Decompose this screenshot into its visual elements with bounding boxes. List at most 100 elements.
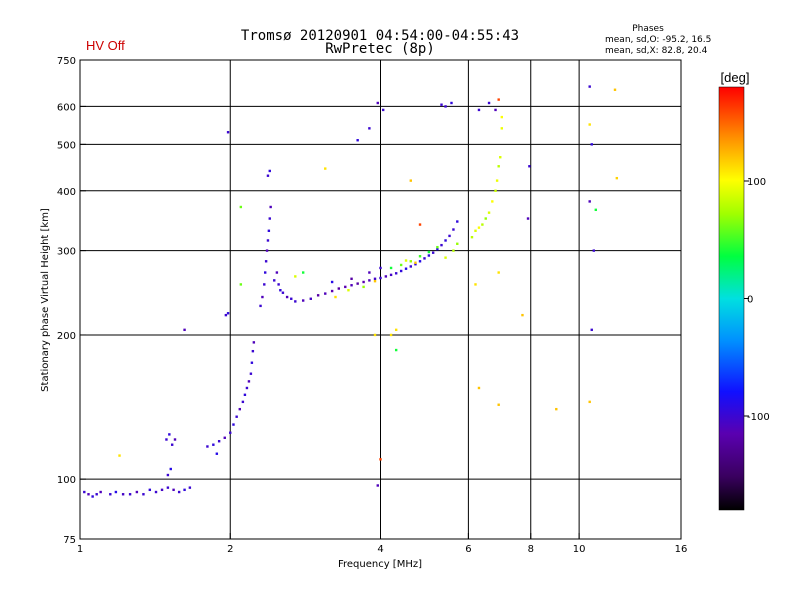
- data-point: [154, 490, 158, 494]
- data-point: [337, 287, 341, 290]
- data-point: [594, 208, 598, 212]
- data-point: [266, 239, 270, 242]
- data-point: [118, 454, 121, 457]
- data-point: [526, 217, 530, 220]
- data-point: [215, 452, 219, 455]
- y-tick-label: 200: [57, 331, 76, 342]
- data-point: [379, 276, 382, 280]
- data-point: [394, 272, 398, 275]
- data-point: [497, 403, 500, 406]
- data-point: [376, 484, 379, 487]
- data-point: [232, 423, 235, 426]
- y-tick-label: 400: [57, 187, 76, 198]
- data-point: [165, 438, 168, 441]
- data-point: [500, 115, 504, 119]
- x-tick-label: 10: [573, 544, 586, 555]
- data-point: [423, 257, 426, 260]
- data-point: [487, 211, 491, 214]
- data-point: [368, 279, 371, 282]
- data-point: [224, 313, 228, 317]
- data-point: [494, 189, 497, 192]
- data-point: [250, 361, 254, 364]
- data-point: [528, 165, 531, 168]
- data-point: [409, 265, 412, 268]
- y-tick-label: 300: [57, 247, 76, 258]
- data-point: [350, 284, 353, 287]
- data-point: [251, 349, 255, 353]
- data-point: [324, 292, 327, 295]
- data-point: [263, 283, 266, 286]
- x-tick-label: 16: [675, 544, 688, 555]
- x-tick-label: 2: [227, 544, 233, 555]
- data-point: [615, 176, 619, 180]
- data-point: [481, 223, 484, 226]
- data-point: [350, 277, 353, 280]
- data-point: [166, 486, 170, 489]
- data-point: [376, 101, 379, 105]
- data-point: [265, 249, 269, 252]
- grid-lines: [80, 60, 681, 539]
- hv-status-label: HV Off: [86, 38, 125, 53]
- data-point: [290, 297, 293, 300]
- y-tick-label: 750: [57, 56, 76, 67]
- data-point: [344, 285, 347, 289]
- data-point: [427, 254, 431, 257]
- data-point: [477, 108, 481, 112]
- data-point: [277, 283, 280, 286]
- data-point: [368, 271, 371, 274]
- y-axis-label: Stationary phase Virtual Height [km]: [40, 208, 51, 392]
- data-point: [448, 234, 451, 238]
- data-point: [456, 242, 459, 245]
- y-tick-label: 500: [57, 140, 76, 151]
- data-point: [301, 299, 305, 302]
- data-point: [264, 260, 268, 263]
- chart-title: Tromsø 20120901 04:54:00-04:55:43: [241, 28, 519, 44]
- data-point: [135, 490, 139, 494]
- data-point: [267, 229, 271, 232]
- data-point: [592, 249, 595, 252]
- data-point: [404, 259, 408, 262]
- data-point: [269, 205, 272, 209]
- x-tick-label: 4: [377, 544, 383, 555]
- data-point: [379, 458, 382, 461]
- data-point: [368, 127, 371, 130]
- data-point: [356, 282, 359, 285]
- data-point: [170, 443, 174, 446]
- data-point: [241, 400, 245, 404]
- chart-subtitle: RwPretec (8p): [325, 41, 435, 57]
- data-point: [87, 493, 90, 496]
- data-point: [275, 271, 279, 274]
- data-point: [324, 167, 327, 170]
- data-point: [452, 249, 455, 252]
- data-point: [362, 280, 365, 284]
- data-point: [247, 380, 251, 383]
- data-point: [487, 101, 491, 105]
- data-point: [264, 271, 267, 274]
- data-point: [188, 486, 192, 489]
- data-point: [588, 400, 591, 404]
- data-point: [168, 433, 171, 436]
- data-point: [590, 143, 593, 146]
- data-point: [252, 341, 256, 344]
- data-point: [172, 488, 175, 492]
- data-point: [309, 297, 312, 300]
- data-point: [223, 436, 226, 439]
- data-point: [399, 263, 403, 267]
- data-point: [440, 243, 443, 247]
- data-point: [142, 493, 145, 496]
- y-tick-label: 75: [63, 535, 76, 546]
- data-point: [294, 275, 297, 278]
- data-point: [301, 271, 305, 274]
- data-point: [456, 220, 459, 223]
- colorbar-label: [deg]: [721, 70, 750, 85]
- data-point: [281, 291, 285, 294]
- colorbar-ticks: 100 0 -100: [744, 177, 770, 423]
- data-point: [226, 131, 230, 134]
- data-point: [588, 200, 591, 203]
- data-point: [238, 407, 241, 411]
- data-point: [418, 260, 422, 263]
- data-point: [91, 495, 94, 498]
- data-point: [279, 289, 282, 292]
- data-point: [114, 490, 118, 494]
- data-point: [183, 328, 186, 332]
